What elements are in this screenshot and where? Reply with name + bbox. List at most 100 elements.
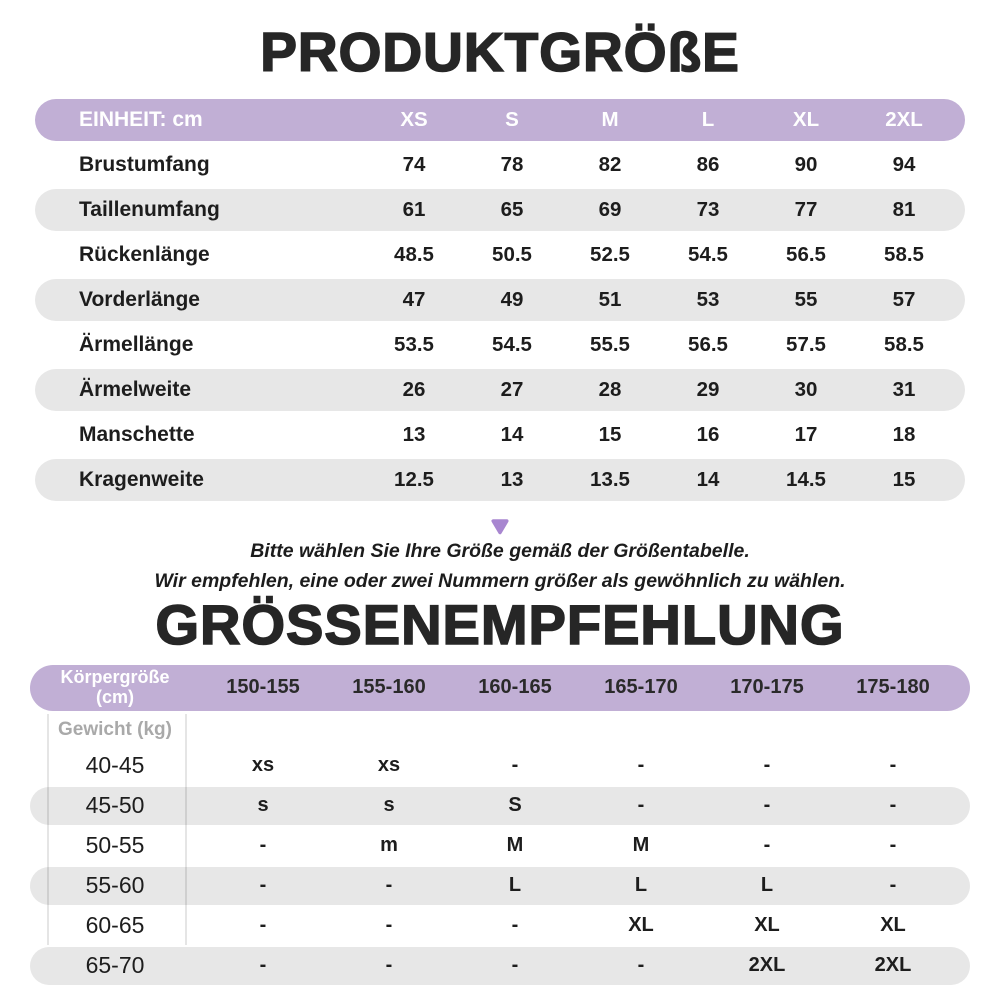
size-recommendation-cell: - [385,874,393,897]
measurement-value: 17 [794,422,818,446]
measurement-value: 54.5 [492,332,532,356]
measurement-value: 53.5 [394,332,434,356]
measurement-value: 16 [696,422,720,446]
measurement-row-label: Taillenumfang [79,197,220,221]
size-recommendation-cell: XL [628,914,654,937]
measurement-value: 18 [892,422,916,446]
measurement-value: 52.5 [590,242,630,266]
weight-row: 65-70 - - - - 2XL 2XL [30,946,970,985]
height-range-header: 155-160 [352,676,426,699]
size-recommendation-cell: s [257,794,269,817]
measurement-value: 58.5 [884,242,924,266]
weight-range-label: 40-45 [85,752,145,779]
measurement-row-label: Manschette [79,422,195,446]
measurement-value: 51 [598,287,622,311]
size-column-header: S [505,107,519,131]
size-recommendation-cell: - [259,954,267,977]
recommendation-table-body: Gewicht (kg) 40-45 xs xs - - - -45-50 s s S - - -50-… [30,713,970,985]
size-recommendation-cell: xs [251,754,275,777]
measurement-value: 81 [892,197,916,221]
size-recommendation-cell: - [889,874,897,897]
weight-range-label: 55-60 [85,872,145,899]
note-line-1: Bitte wählen Sie Ihre Größe gemäß der Gr… [250,539,750,562]
size-recommendation-cell: - [259,914,267,937]
size-recommendation-cell: - [637,754,645,777]
size-recommendation-cell: m [380,834,398,857]
unit-header-row: EINHEIT: cm XS S M L XL 2XL [35,98,965,141]
measurement-value: 14.5 [786,467,826,491]
height-range-header: 160-165 [478,676,552,699]
measurement-row: Ärmellänge 53.5 54.5 55.5 56.5 57.5 58.5 [35,324,965,366]
measurement-value: 55 [794,287,818,311]
measurement-value: 57.5 [786,332,826,356]
measurement-row-label: Rückenlänge [79,242,210,266]
measurement-row: Rückenlänge 48.5 50.5 52.5 54.5 56.5 58.5 [35,234,965,276]
measurement-value: 57 [892,287,916,311]
measurement-row-label: Kragenweite [79,467,204,491]
measurement-value: 47 [402,287,426,311]
size-recommendation-cell: - [511,914,519,937]
size-recommendation-cell: XL [754,914,780,937]
size-recommendation-cell: - [889,834,897,857]
measurement-value: 61 [402,197,426,221]
size-recommendation-cell: - [259,834,267,857]
size-recommendation-cell: - [889,754,897,777]
measurement-value: 50.5 [492,242,532,266]
size-recommendation-cell: M [632,834,650,857]
measurement-value: 31 [892,377,916,401]
weight-range-label: 45-50 [85,792,145,819]
weight-header-row: Gewicht (kg) [30,714,970,747]
weight-row: 50-55 - m M M - - [30,827,970,865]
measurement-value: 49 [500,287,524,311]
measurement-value: 15 [598,422,622,446]
size-recommendation-cell: 2XL [874,954,912,977]
measurement-value: 74 [402,152,426,176]
size-recommendation-cell: - [385,914,393,937]
weight-label: Gewicht (kg) [57,719,172,741]
weight-range-label: 65-70 [85,952,145,979]
weight-range-label: 50-55 [85,832,145,859]
measurement-value: 56.5 [786,242,826,266]
down-arrow-icon [491,518,509,534]
measurement-value: 15 [892,467,916,491]
note-section: Bitte wählen Sie Ihre Größe gemäß der Gr… [0,518,1000,596]
height-range-header: 175-180 [856,676,930,699]
size-recommendation-cell: - [763,754,771,777]
measurement-value: 65 [500,197,524,221]
measurement-value: 56.5 [688,332,728,356]
height-label-line1: Körpergröße [60,666,170,687]
size-column-header: XS [400,107,428,131]
measurement-value: 78 [500,152,524,176]
measurement-row: Kragenweite 12.5 13 13.5 14 14.5 15 [35,458,965,501]
note-line-2: Wir empfehlen, eine oder zwei Nummern gr… [154,570,846,593]
size-recommendation-cell: xs [377,754,401,777]
measurement-value: 30 [794,377,818,401]
weight-row: 55-60 - - L L L - [30,866,970,905]
measurement-value: 73 [696,197,720,221]
measurement-value: 13 [500,467,524,491]
unit-label: EINHEIT: cm [79,107,203,131]
size-recommendation-cell: L [760,874,774,897]
measurement-value: 77 [794,197,818,221]
size-recommendation-cell: - [259,874,267,897]
measurement-value: 69 [598,197,622,221]
size-recommendation-cell: - [637,954,645,977]
weight-range-label: 60-65 [85,912,145,939]
measurement-value: 90 [794,152,818,176]
product-size-title: PRODUKTGRÖßE [259,21,740,84]
size-recommendation-cell: L [508,874,522,897]
column-divider-left [47,713,49,945]
measurement-value: 13 [402,422,426,446]
height-range-header: 150-155 [226,676,300,699]
measurement-value: 14 [500,422,524,446]
measurement-value: 27 [500,377,524,401]
size-recommendation-table: Körpergröße (cm) 150-155 155-160 160-165 16… [30,664,970,985]
size-column-header: M [601,107,619,131]
size-recommendation-cell: - [511,954,519,977]
size-column-header: L [701,107,715,131]
size-recommendation-cell: - [889,794,897,817]
measurement-value: 12.5 [394,467,434,491]
measurement-value: 28 [598,377,622,401]
measurement-row: Vorderlänge 47 49 51 53 55 57 [35,278,965,321]
